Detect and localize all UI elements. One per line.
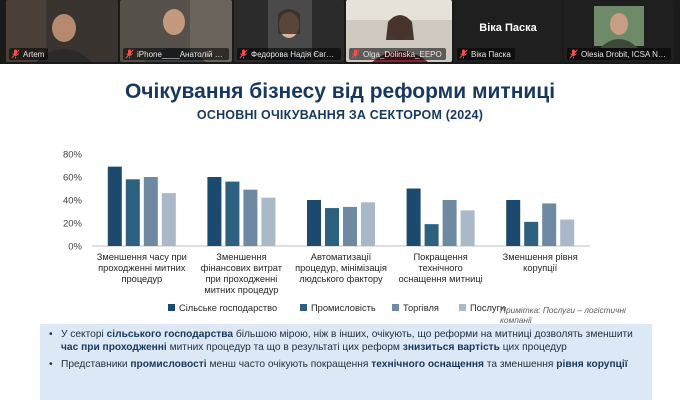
y-tick-label: 20% (63, 219, 83, 230)
summary-text: цих процедур (499, 342, 567, 353)
participant-nameplate: Olga_Dolinska_EEPO (349, 48, 446, 60)
summary-text: У секторі (61, 329, 107, 340)
legend-label: Сільське господарство (179, 303, 277, 313)
legend-swatch (459, 304, 466, 311)
x-tick-label: процедур (121, 274, 162, 284)
participant-tile-olga[interactable]: Olga_Dolinska_EEPO (346, 0, 452, 62)
x-tick-label: митних процедур (204, 285, 278, 295)
participant-tile-anatolii[interactable]: iPhone____Анатолій С... (120, 0, 232, 62)
x-tick-label: Зменшення (216, 252, 266, 262)
x-tick-label: процедур, мінімізація (295, 263, 387, 273)
mic-muted-icon (351, 49, 360, 59)
participant-nameplate: iPhone____Анатолій С... (123, 48, 229, 60)
participant-nameplate: Artem (9, 48, 49, 60)
legend-swatch (392, 304, 399, 311)
x-tick-label: Автоматизації (311, 252, 372, 262)
bar (560, 219, 575, 246)
x-tick-label: технічного (418, 263, 462, 273)
summary-emphasis: час при проходженні (61, 342, 167, 353)
participant-nameplate: Віка Паска (457, 48, 515, 60)
x-tick-label: Зменшення часу при (97, 252, 187, 262)
bar-chart: 0% 20% 40% 60% 80% Зменшення часу припроходже… (63, 150, 627, 326)
chart-note-continued: компанії (500, 315, 533, 325)
summary-text: більшою мірою, ніж в інших, очікують, що… (233, 329, 633, 340)
x-tick-label: корупції (523, 263, 557, 273)
mic-muted-icon (239, 49, 248, 59)
x-tick-label: Покращення (413, 252, 467, 262)
bar (343, 206, 357, 246)
participant-name: Федорова Надія Євге... (251, 49, 337, 59)
summary-emphasis: рівня корупції (556, 359, 628, 370)
y-tick-label: 60% (63, 173, 83, 184)
bar (143, 177, 158, 246)
x-tick-label: фінансових витрат (201, 263, 283, 273)
bar (125, 179, 140, 246)
summary-emphasis: технічного оснащення (371, 359, 484, 370)
participant-nameplate: Olesia Drobit, ICSA NA... (567, 48, 671, 60)
mic-muted-icon (459, 49, 468, 59)
bar (261, 197, 276, 246)
participant-name: Artem (23, 49, 45, 59)
bar (307, 200, 321, 246)
slide-subtitle: ОСНОВНІ ОЧІКУВАННЯ ЗА СЕКТОРОМ (2024) (196, 108, 484, 122)
bar (243, 189, 258, 246)
y-tick-label: 80% (63, 150, 83, 161)
shared-screen: Очікування бізнесу від реформи митниці О… (0, 64, 680, 400)
x-tick-label: оснащення митниці (398, 274, 482, 284)
y-tick-label: 0% (68, 242, 82, 253)
mic-muted-icon (125, 49, 134, 59)
participant-display-name: Віка Паска (479, 22, 537, 34)
legend-label: Послуги (470, 303, 505, 313)
bar (406, 188, 421, 246)
x-tick-label: людського фактору (299, 274, 383, 284)
x-tick-label: Зменшення рівня (503, 252, 578, 262)
participant-nameplate: Федорова Надія Євге... (237, 48, 341, 60)
summary-emphasis: сільського господарства (106, 329, 234, 340)
participant-tile-olesia[interactable]: Olesia Drobit, ICSA NA... (564, 0, 674, 62)
x-tick-label: проходженні митних (98, 263, 186, 273)
bar (225, 181, 240, 246)
summary-emphasis: знизиться вартість (402, 342, 500, 353)
mic-muted-icon (569, 49, 578, 59)
bar (460, 210, 475, 246)
participant-tile-fedorova[interactable]: Федорова Надія Євге... (234, 0, 344, 62)
bar (161, 193, 176, 246)
bar (207, 177, 222, 246)
bar (424, 224, 439, 246)
mic-muted-icon (11, 49, 20, 59)
summary-bullet-industry: Представники промисловості менш часто оч… (48, 358, 644, 371)
participant-name: Olga_Dolinska_EEPO (363, 49, 442, 59)
participant-name: Віка Паска (471, 49, 511, 59)
legend-swatch (300, 304, 307, 311)
participant-name: iPhone____Анатолій С... (137, 49, 225, 59)
participant-name: Olesia Drobit, ICSA NA... (581, 49, 667, 59)
x-tick-label: при проходженні (205, 274, 277, 284)
bar (524, 221, 539, 246)
bar (107, 166, 122, 246)
legend-swatch (168, 304, 175, 311)
summary-emphasis: промисловості (130, 359, 207, 370)
chart-note: Примітка: Послуги – логістичні (500, 305, 627, 315)
bar (325, 208, 339, 246)
legend-label: Промисловість (311, 303, 376, 313)
bar (442, 200, 457, 246)
summary-bullet-agriculture: У секторі сільського господарства більшо… (48, 328, 644, 354)
summary-text: митних процедур та що в результаті цих р… (166, 342, 403, 353)
summary-text: Представники (61, 359, 131, 370)
summary-box: У секторі сільського господарства більшо… (40, 324, 652, 400)
bar (506, 200, 521, 246)
legend-label: Торгівля (403, 303, 439, 313)
bar (542, 203, 557, 246)
participant-tile-artem[interactable]: Artem (6, 0, 118, 62)
summary-text: та зменшення (483, 359, 557, 370)
y-tick-label: 40% (63, 196, 83, 207)
summary-text: менш часто очікують покращення (206, 359, 372, 370)
participant-tile-vika[interactable]: Віка Паска Віка Паска (454, 0, 562, 62)
participant-strip: Artem iPhone____Анатолій С... Федорова Н… (0, 0, 680, 62)
slide-title: Очікування бізнесу від реформи митниці (124, 80, 556, 103)
bar (361, 202, 375, 246)
